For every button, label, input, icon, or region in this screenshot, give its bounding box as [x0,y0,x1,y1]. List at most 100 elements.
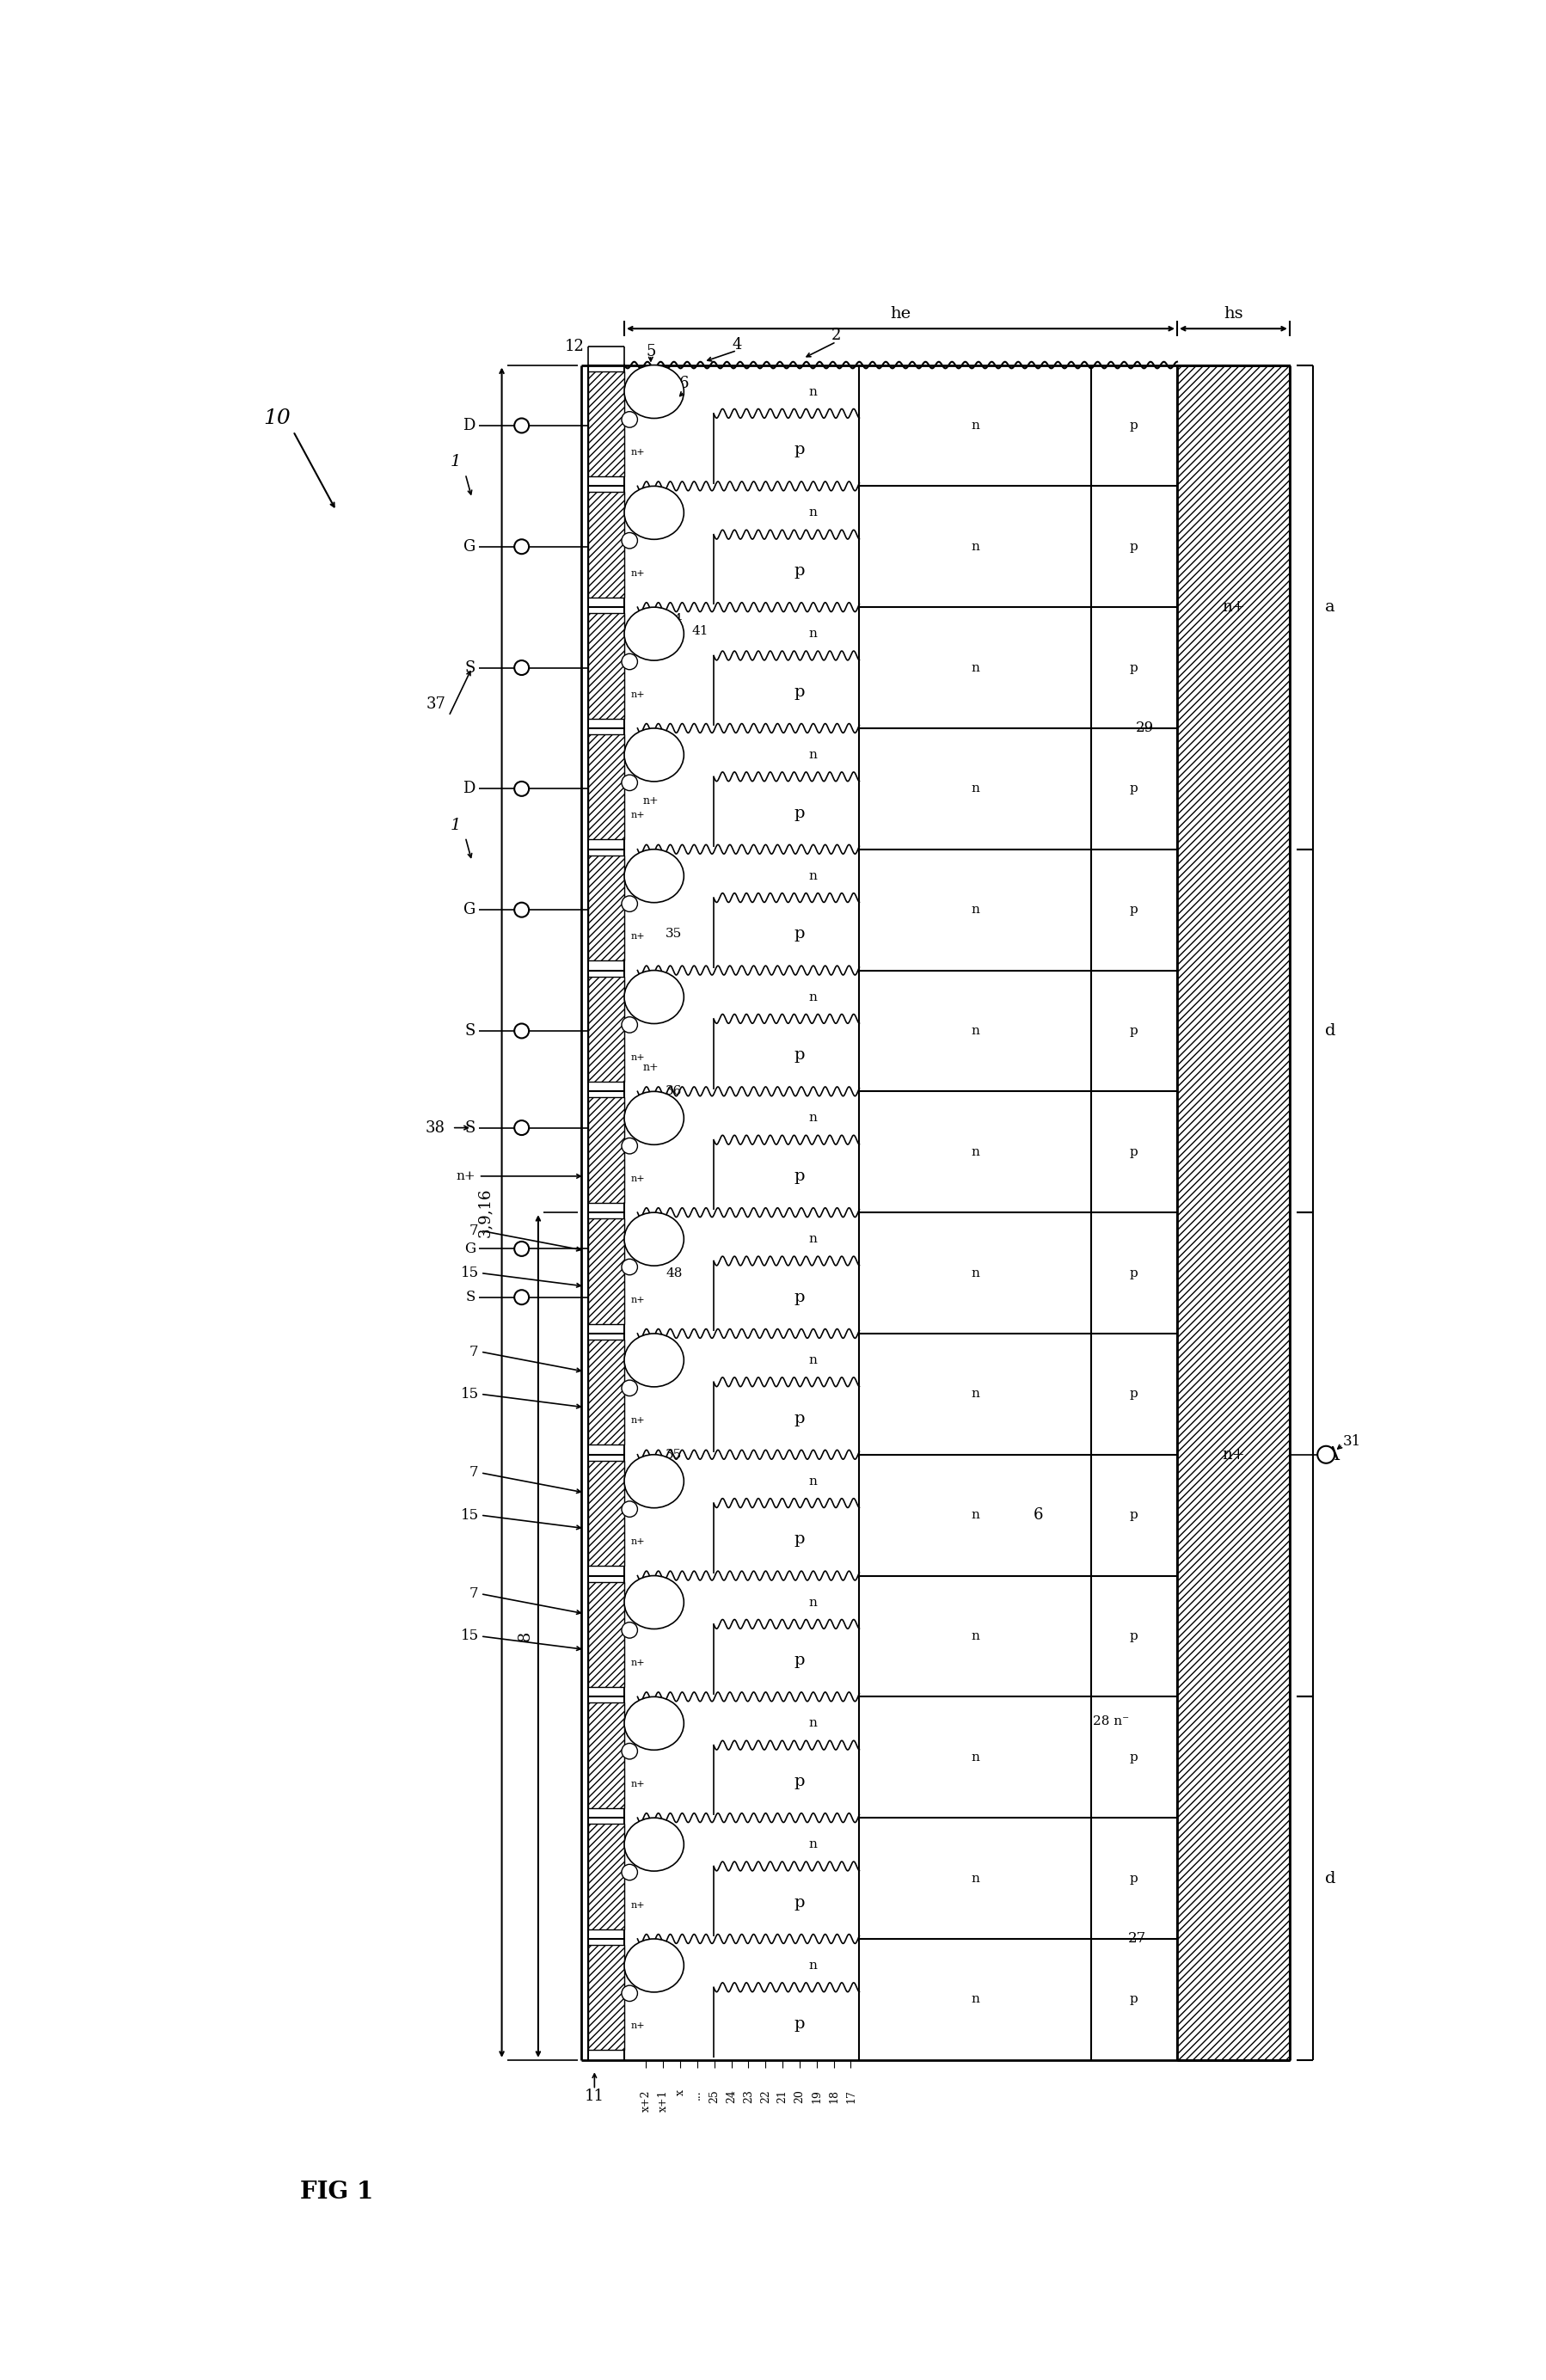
Circle shape [621,1623,637,1637]
Text: 7: 7 [470,1587,478,1602]
Text: n+: n+ [1221,600,1245,614]
Text: he: he [890,307,911,321]
Text: n: n [971,540,979,552]
Text: n: n [809,1111,816,1123]
Text: n+: n+ [652,1833,668,1840]
Text: p: p [795,1894,804,1911]
Text: p: p [1129,1509,1138,1521]
Text: n: n [971,662,979,674]
Text: n+: n+ [631,1537,645,1547]
Text: p: p [795,1290,804,1304]
Bar [587,1944,625,2049]
Text: n: n [809,1597,816,1609]
Circle shape [515,781,529,795]
Text: n: n [809,750,816,762]
Text: p: p [795,804,804,821]
Circle shape [621,1380,637,1397]
Text: S: S [464,659,475,676]
Text: p+: p+ [646,631,660,638]
Text: 28 n⁻: 28 n⁻ [1091,1716,1129,1728]
Text: 7: 7 [470,1223,478,1238]
Text: D: D [462,781,475,797]
Circle shape [515,659,529,676]
Text: 1: 1 [450,455,461,469]
Text: p+: p+ [646,1235,660,1242]
Text: p: p [1129,1994,1138,2006]
Text: p+: p+ [646,1357,660,1364]
Text: 25: 25 [708,2090,719,2104]
Text: d: d [1323,1871,1334,1885]
Text: 19: 19 [810,2090,822,2104]
Text: 35: 35 [665,1449,682,1461]
Text: 38: 38 [425,1121,445,1135]
Ellipse shape [625,850,683,902]
Text: n+: n+ [652,1226,668,1235]
Text: n+: n+ [1221,1447,1245,1461]
Text: n: n [669,374,677,386]
Circle shape [621,1985,637,2002]
Bar [587,976,625,1083]
Text: n: n [669,1342,677,1354]
Text: S: S [464,1023,475,1038]
Text: S: S [465,1290,475,1304]
Text: p+: p+ [646,1718,660,1728]
Text: n+: n+ [652,1711,668,1718]
Ellipse shape [625,1940,683,1992]
Text: G: G [462,902,475,919]
Bar [587,493,625,597]
Text: p: p [1129,783,1138,795]
Text: p: p [795,1773,804,1790]
Text: n: n [971,1994,979,2006]
Text: p: p [1129,1752,1138,1764]
Text: p: p [1129,1388,1138,1399]
Text: 17: 17 [844,2090,856,2104]
Ellipse shape [625,1818,683,1871]
Circle shape [515,1290,529,1304]
Ellipse shape [625,1576,683,1628]
Text: n+: n+ [631,1780,645,1787]
Text: A: A [1323,1445,1337,1464]
Text: p: p [1129,1145,1138,1159]
Text: D: D [1320,1447,1331,1461]
Text: n+: n+ [631,569,645,578]
Ellipse shape [625,364,683,419]
Text: 20: 20 [793,2090,805,2104]
Circle shape [621,533,637,547]
Text: x: x [674,2090,685,2097]
Text: hs: hs [1223,307,1243,321]
Text: x+2: x+2 [640,2090,651,2111]
Text: n: n [669,616,677,628]
Bar [587,1340,625,1445]
Text: p: p [795,564,804,578]
Text: n: n [809,628,816,640]
Text: n: n [669,1100,677,1111]
Text: p: p [795,683,804,700]
Bar [587,1219,625,1323]
Circle shape [621,1016,637,1033]
Text: p: p [1129,419,1138,431]
Text: 23: 23 [742,2090,753,2104]
Text: n: n [971,1388,979,1399]
Circle shape [1317,1447,1334,1464]
Circle shape [515,419,529,433]
Text: p: p [795,1652,804,1668]
Bar [1177,364,1289,2061]
Ellipse shape [625,1454,683,1509]
Text: n: n [971,1509,979,1521]
Text: n: n [971,904,979,916]
Text: 37: 37 [425,697,445,712]
Text: p: p [1129,1266,1138,1278]
Text: n: n [669,1947,677,1959]
Text: p: p [1129,540,1138,552]
Text: 15: 15 [461,1509,478,1523]
Text: n+: n+ [652,378,668,388]
Text: 4: 4 [731,338,741,352]
Text: 7: 7 [470,1345,478,1359]
Text: p+: p+ [646,1961,660,1971]
Text: 36: 36 [665,1085,682,1097]
Text: n: n [971,419,979,431]
Text: p+: p+ [646,1478,660,1485]
Text: n+: n+ [631,1295,645,1304]
Text: d: d [1323,1023,1334,1038]
Text: n: n [971,1266,979,1278]
